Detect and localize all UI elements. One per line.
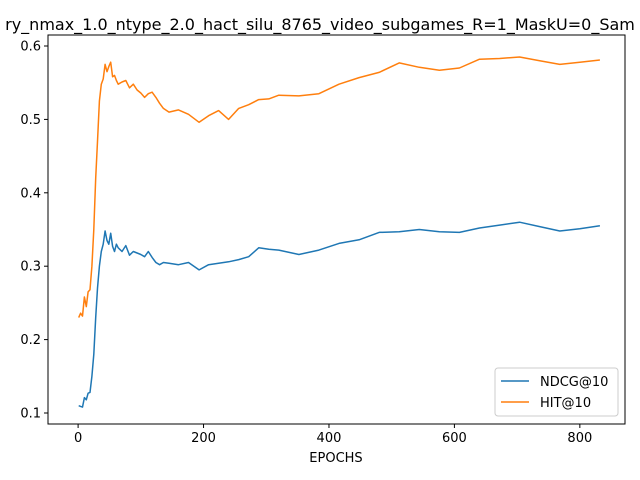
y-tick-label: 0.4 — [20, 186, 41, 201]
x-tick-label: 800 — [567, 431, 592, 446]
y-axis: 0.1 0.2 0.3 0.4 0.5 0.6 — [20, 40, 48, 421]
legend: NDCG@10 HIT@10 — [494, 367, 619, 417]
y-tick-label: 0.3 — [20, 260, 41, 275]
legend-label: NDCG@10 — [540, 375, 608, 390]
chart-title: ry_nmax_1.0_ntype_2.0_hact_silu_8765_vid… — [5, 15, 635, 35]
x-tick-label: 400 — [317, 431, 342, 446]
series-line-hit-10 — [78, 56, 600, 318]
x-tick-label: 600 — [442, 431, 467, 446]
plot-lines — [78, 56, 601, 408]
legend-label: HIT@10 — [540, 396, 591, 411]
x-tick-label: 200 — [191, 431, 216, 446]
y-tick-label: 0.1 — [20, 406, 41, 421]
legend-box — [494, 367, 619, 417]
y-tick-label: 0.6 — [20, 40, 41, 55]
y-tick-label: 0.2 — [20, 333, 41, 348]
x-tick-label: 0 — [74, 431, 82, 446]
y-tick-label: 0.5 — [20, 113, 41, 128]
series-line-ndcg-10 — [78, 221, 601, 408]
x-axis: 0 200 400 600 800 — [74, 424, 592, 446]
plot-frame — [47, 34, 626, 425]
x-axis-label: EPOCHS — [309, 451, 362, 466]
